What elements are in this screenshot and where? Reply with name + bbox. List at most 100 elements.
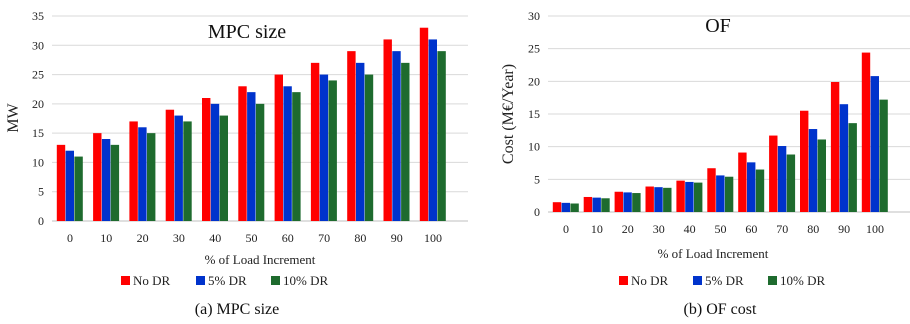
y-tick-label: 5 [534,172,540,186]
x-tick-label: 50 [715,222,727,236]
bar [65,150,74,221]
y-tick-label: 0 [38,214,44,228]
bar [561,202,570,212]
legend-swatch [121,276,130,285]
bar [654,187,663,212]
bar [274,74,283,221]
bar [138,127,147,221]
x-tick-label: 20 [622,222,634,236]
y-tick-label: 25 [32,68,44,82]
legend-label: No DR [133,273,171,288]
x-tick-label: 10 [100,231,112,245]
bar [755,169,765,212]
bar [870,76,879,213]
figure-caption: (a) MPC size [195,301,279,318]
x-tick-label: 10 [591,222,603,236]
bar [364,74,374,221]
bar [777,146,787,212]
legend-label: No DR [631,273,669,288]
x-tick-label: 70 [776,222,788,236]
bar [292,92,301,222]
bar [174,115,183,221]
bar [383,39,392,221]
legend-swatch [196,276,205,285]
y-axis-label: Cost (M€/Year) [500,64,517,164]
y-tick-label: 35 [32,9,44,23]
y-tick-label: 20 [528,74,540,88]
x-tick-label: 50 [246,231,258,245]
x-axis-label: % of Load Increment [205,252,316,267]
bar [56,144,66,221]
bar [310,62,320,221]
x-tick-label: 90 [838,222,850,236]
bar [238,86,247,222]
y-tick-label: 0 [534,205,540,219]
x-tick-label: 80 [807,222,819,236]
legend-label: 10% DR [780,273,825,288]
bar [839,104,849,212]
bar [570,203,579,212]
x-tick-label: 40 [209,231,221,245]
legend-label: 5% DR [208,273,247,288]
chart-of-cost: 0 5 10 15 20 25 30 0 10 20 30 40 50 60 70 80 90 100 OF Cost… [500,9,910,318]
bar [347,51,356,222]
bar [147,133,156,221]
bar [592,197,601,212]
bar [747,162,756,212]
bar [879,99,888,212]
bar [356,62,365,221]
bar [74,156,83,221]
chart-mpc-size: 0 5 10 15 20 25 30 35 0 10 20 30 40 50 60 70 80 90 100 MPC … [5,9,468,318]
figure-caption: (b) OF cost [684,301,757,318]
bar [392,51,401,222]
x-tick-label: 100 [424,231,442,245]
y-tick-label: 30 [528,9,540,23]
y-tick-label: 25 [528,42,540,56]
legend-swatch [271,276,280,285]
x-tick-label: 70 [318,231,330,245]
x-axis-label: % of Load Increment [658,246,769,261]
bar [614,191,623,212]
bar [645,186,654,212]
bar [247,92,256,222]
x-tick-label: 30 [653,222,665,236]
x-tick-label: 0 [563,222,569,236]
bar [685,181,694,212]
bar [817,139,826,212]
bar [183,121,192,221]
bar [255,103,265,221]
legend-swatch [619,276,628,285]
bar [724,176,734,212]
bar [601,198,610,212]
bar [830,81,840,212]
bar [769,135,778,212]
bar [110,144,120,221]
bar [676,180,685,212]
bar [583,196,593,212]
y-tick-label: 10 [528,140,540,154]
bar [428,39,437,221]
bar [328,80,337,221]
bar [663,187,672,212]
chart-title: MPC size [208,21,286,43]
y-tick-label: 30 [32,38,44,52]
bar [808,129,818,212]
x-tick-label: 0 [67,231,73,245]
x-tick-label: 40 [684,222,696,236]
bar [716,175,725,212]
y-axis-label: MW [5,102,22,132]
legend-label: 5% DR [705,273,744,288]
x-tick-label: 100 [866,222,884,236]
x-tick-label: 90 [391,231,403,245]
bar [419,27,429,222]
bar [800,110,809,212]
x-tick-label: 20 [137,231,149,245]
bar [437,51,446,222]
bar [694,182,703,212]
bar [101,139,111,221]
x-tick-label: 30 [173,231,185,245]
legend-label: 10% DR [283,273,328,288]
bar [202,98,211,221]
legend-swatch [693,276,702,285]
